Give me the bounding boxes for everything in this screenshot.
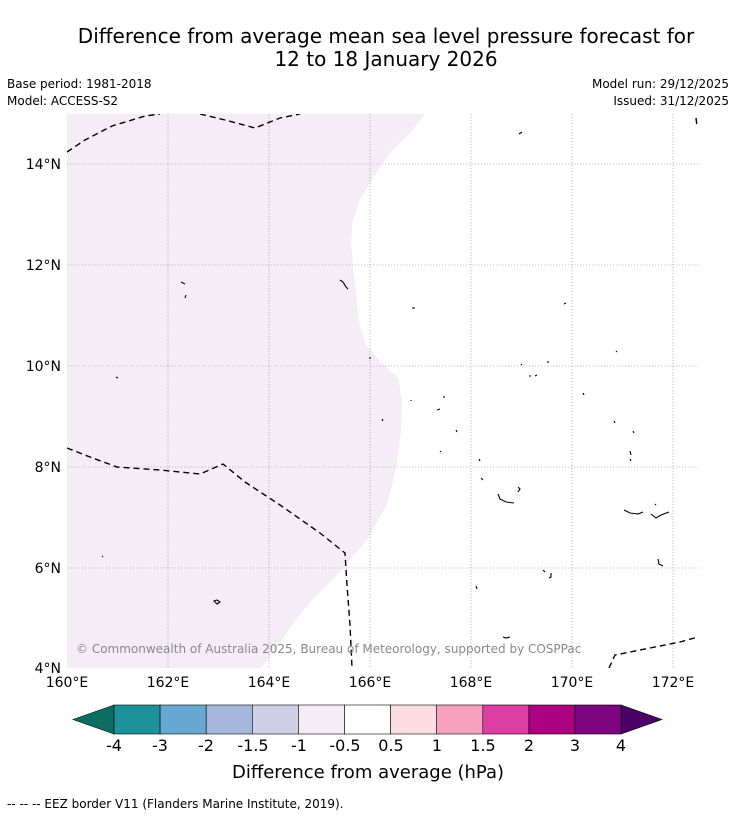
eez-legend-note: -- -- -- EEZ border V11 (Flanders Marine… — [7, 797, 344, 811]
lat-label: 8°N — [35, 460, 61, 476]
lon-label: 166°E — [349, 675, 392, 691]
eez-borders — [67, 114, 698, 668]
lon-label: 168°E — [450, 675, 493, 691]
chart-title-line-2: 12 to 18 January 2026 — [274, 47, 498, 71]
chart-title-line-1: Difference from average mean sea level p… — [77, 24, 695, 48]
map-plot-area: © Commonwealth of Australia 2025, Bureau… — [67, 114, 698, 668]
lat-label: 6°N — [35, 561, 61, 577]
colorbar-segment — [159, 704, 207, 735]
lon-label: 170°E — [551, 675, 594, 691]
colorbar-ticks: -4 -3 -2 -1.5 -1 -0.5 0.5 1 1.5 2 3 4 — [106, 736, 626, 755]
lat-label: 14°N — [26, 157, 61, 173]
issued-date: Issued: 31/12/2025 — [613, 94, 729, 108]
colorbar-segment — [436, 704, 484, 735]
colorbar-segment — [205, 704, 253, 735]
colorbar-label: Difference from average (hPa) — [232, 762, 504, 783]
colorbar-tick: 1.5 — [470, 736, 495, 755]
colorbar-tick: 1 — [432, 736, 442, 755]
colorbar-tick: -3 — [152, 736, 168, 755]
colorbar-segment — [528, 704, 576, 735]
colorbar-segment — [113, 704, 161, 735]
colorbar-tick: 2 — [524, 736, 534, 755]
colorbar-tick: -4 — [106, 736, 122, 755]
colorbar-tick: -1 — [291, 736, 307, 755]
colorbar-segment — [390, 704, 438, 735]
lat-label: 12°N — [26, 258, 61, 274]
colorbar-tick: -1.5 — [237, 736, 268, 755]
colorbar-extension-high — [620, 704, 663, 735]
colorbar-segment — [574, 704, 622, 735]
anomaly-region-shade — [67, 114, 425, 668]
colorbar-tick: -0.5 — [329, 736, 360, 755]
colorbar-segment — [298, 704, 345, 735]
latitude-labels: 14°N 12°N 10°N 8°N 6°N 4°N — [26, 157, 61, 677]
model-run-date: Model run: 29/12/2025 — [591, 77, 729, 91]
base-period: Base period: 1981-2018 — [7, 77, 152, 91]
colorbar-tick: 4 — [616, 736, 626, 755]
colorbar-segment — [344, 704, 391, 735]
colorbar-tick: -2 — [198, 736, 214, 755]
gridlines — [67, 114, 698, 668]
colorbar-extension-low — [72, 704, 115, 735]
lon-label: 164°E — [248, 675, 291, 691]
colorbar-tick: 0.5 — [378, 736, 403, 755]
lat-label: 4°N — [35, 661, 61, 677]
model-name: Model: ACCESS-S2 — [7, 94, 119, 108]
colorbar-segment — [482, 704, 530, 735]
longitude-labels: 160°E 162°E 164°E 166°E 168°E 170°E 172°… — [46, 675, 695, 691]
lon-label: 172°E — [652, 675, 695, 691]
colorbar-tick: 3 — [570, 736, 580, 755]
colorbar — [72, 704, 663, 735]
colorbar-segment — [252, 704, 299, 735]
lon-label: 160°E — [46, 675, 89, 691]
map-copyright: © Commonwealth of Australia 2025, Bureau… — [76, 642, 581, 656]
lon-label: 162°E — [147, 675, 190, 691]
island-coastlines — [101, 131, 670, 639]
lat-label: 10°N — [26, 359, 61, 375]
